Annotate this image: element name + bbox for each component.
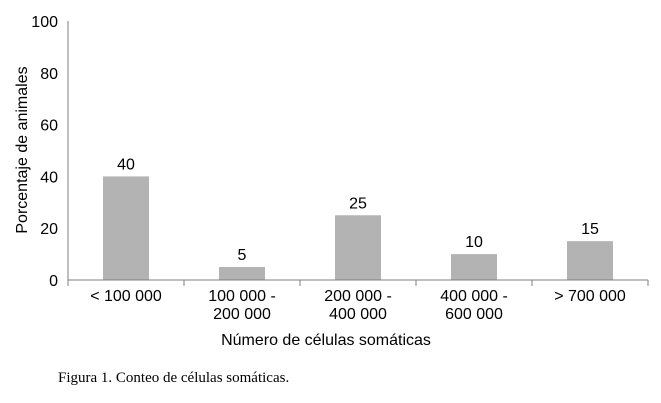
- y-tick-label: 100: [31, 14, 58, 31]
- data-label: 10: [465, 234, 483, 251]
- y-tick-label: 60: [40, 118, 58, 135]
- data-label: 15: [581, 221, 599, 238]
- x-tick-label: 400 000 -: [440, 288, 508, 305]
- axes: [67, 21, 649, 286]
- x-tick-label: 600 000: [445, 306, 503, 323]
- x-tick-label: > 700 000: [554, 288, 626, 305]
- data-labels: 40 5 25 10 15: [117, 156, 599, 264]
- y-tick-label: 20: [40, 221, 58, 238]
- y-tick-label: 40: [40, 169, 58, 186]
- y-axis-ticks: 0 20 40 60 80 100: [31, 14, 58, 290]
- x-axis-title: Número de células somáticas: [221, 332, 431, 349]
- bar: [567, 241, 613, 280]
- bar: [335, 215, 381, 280]
- x-tick-label: 200 000: [213, 306, 271, 323]
- y-axis-title: Porcentaje de animales: [14, 66, 31, 233]
- bar: [219, 267, 265, 280]
- bars: [103, 176, 613, 280]
- x-tick-label: 200 000 -: [324, 288, 392, 305]
- x-tick-label: 400 000: [329, 306, 387, 323]
- data-label: 40: [117, 156, 135, 173]
- bar: [103, 176, 149, 280]
- y-tick-label: 80: [40, 66, 58, 83]
- x-tick-label: 100 000 -: [208, 288, 276, 305]
- data-label: 5: [238, 247, 247, 264]
- figure-caption: Figura 1. Conteo de células somáticas.: [58, 370, 290, 386]
- bar: [451, 254, 497, 280]
- data-label: 25: [349, 195, 367, 212]
- y-tick-label: 0: [49, 273, 58, 290]
- x-tick-label: < 100 000: [90, 288, 162, 305]
